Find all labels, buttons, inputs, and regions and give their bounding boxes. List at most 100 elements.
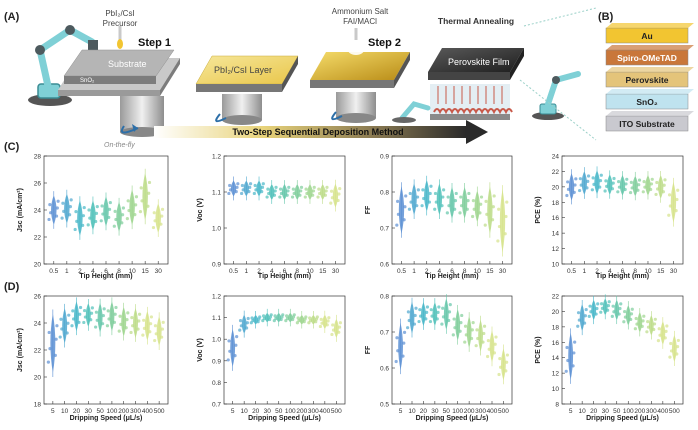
data-point	[396, 199, 400, 203]
data-point	[147, 180, 152, 185]
x-tick-label: 15	[319, 268, 327, 275]
data-point	[579, 183, 583, 187]
data-point	[94, 211, 99, 215]
data-point	[619, 302, 623, 306]
data-point	[595, 306, 599, 311]
data-point	[445, 211, 449, 215]
data-point	[465, 207, 469, 211]
data-point	[253, 183, 257, 188]
data-point	[471, 321, 475, 325]
data-point	[505, 360, 509, 364]
data-point	[406, 326, 410, 330]
y-tick-label: 1.1	[212, 190, 221, 197]
data-point	[565, 345, 569, 350]
data-point	[67, 213, 72, 217]
y-tick-label: 14	[552, 355, 560, 362]
data-point	[447, 204, 451, 208]
data-point	[421, 188, 425, 192]
data-point	[60, 216, 64, 220]
data-point	[606, 308, 610, 312]
x-tick-label: 8	[117, 268, 121, 275]
data-point	[327, 316, 331, 320]
data-point	[645, 330, 649, 334]
data-point	[605, 184, 609, 188]
method-label: Two-Step Sequential Deposition Method	[232, 127, 403, 137]
data-point	[228, 349, 232, 353]
data-point	[252, 191, 256, 196]
data-point	[629, 317, 633, 322]
x-axis-label: Tip Height (mm)	[425, 273, 478, 280]
y-axis-label: Voc (V)	[197, 198, 204, 222]
data-point	[233, 354, 237, 358]
data-point	[272, 193, 277, 197]
data-point	[338, 186, 342, 191]
data-point	[403, 205, 407, 209]
y-tick-label: 26	[34, 181, 42, 188]
data-point	[662, 183, 666, 187]
data-point	[330, 196, 334, 200]
data-point	[337, 325, 342, 329]
data-point	[316, 195, 320, 199]
data-point	[599, 173, 603, 177]
data-point	[453, 207, 457, 211]
data-point	[114, 217, 118, 222]
data-point	[401, 354, 405, 358]
x-tick-label: 500	[154, 408, 165, 415]
data-point	[94, 310, 99, 314]
data-point	[487, 347, 491, 351]
data-point	[590, 188, 594, 192]
data-point	[656, 338, 661, 343]
data-point	[482, 324, 487, 328]
data-point	[284, 319, 288, 323]
data-point	[107, 207, 112, 211]
film-label: Perovskite Film	[448, 57, 510, 67]
data-point	[326, 319, 330, 323]
data-point	[285, 193, 289, 197]
data-point	[441, 315, 446, 319]
data-point	[47, 330, 51, 335]
data-point	[308, 316, 312, 320]
data-point	[90, 306, 94, 310]
data-point	[68, 205, 72, 209]
data-point	[154, 332, 158, 336]
x-axis-label: Tip Height (mm)	[596, 273, 649, 280]
data-point	[323, 193, 327, 197]
y-tick-label: 0.9	[380, 154, 389, 161]
data-point	[149, 322, 153, 326]
data-point	[592, 182, 596, 186]
data-point	[582, 321, 587, 325]
data-point	[474, 344, 478, 348]
x-tick-label: 300	[475, 408, 486, 415]
y-tick-label: 0.7	[212, 402, 221, 409]
data-point	[228, 183, 232, 188]
data-point	[675, 197, 679, 202]
panel-label-a: (A)	[4, 11, 20, 23]
x-tick-label: 1	[582, 268, 586, 275]
data-point	[435, 317, 439, 321]
data-point	[105, 324, 110, 328]
data-point	[497, 207, 501, 211]
data-point	[617, 180, 621, 184]
data-point	[66, 321, 70, 325]
data-point	[402, 330, 407, 334]
x-tick-label: 100	[106, 408, 117, 415]
data-point	[107, 215, 111, 220]
y-tick-label: 10	[552, 386, 560, 393]
data-point	[124, 326, 128, 330]
data-point	[669, 349, 674, 353]
data-point	[307, 321, 311, 325]
stage-annealing	[392, 48, 524, 123]
data-point	[668, 355, 672, 359]
data-point	[55, 206, 59, 210]
stack-layer-label: Au	[641, 31, 652, 41]
data-point	[136, 327, 140, 331]
data-point	[246, 316, 250, 321]
data-point	[302, 320, 306, 324]
data-point	[475, 328, 479, 332]
data-point	[82, 205, 86, 210]
data-point	[295, 321, 299, 325]
data-point	[54, 214, 59, 218]
data-point	[630, 186, 634, 190]
x-tick-label: 2	[78, 268, 82, 275]
data-point	[54, 337, 58, 341]
